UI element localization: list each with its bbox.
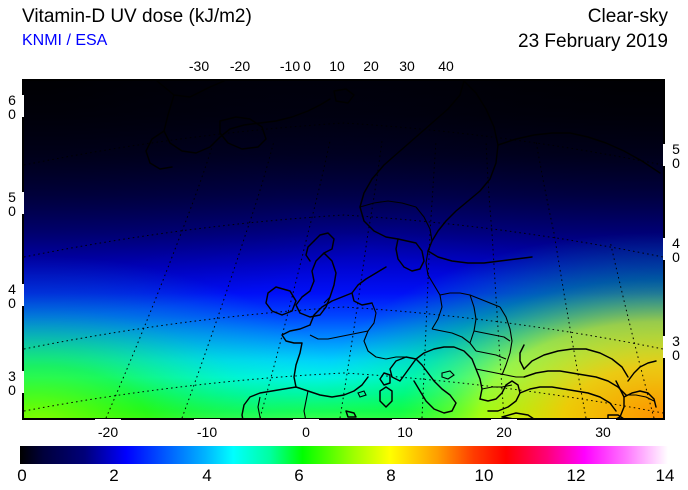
tick-left-3: [22, 284, 24, 306]
axis-label-bottom-3: 10: [397, 424, 413, 440]
colorbar-label-7: 14: [655, 466, 675, 485]
axis-label-right-2: 30: [668, 333, 684, 361]
tick-bottom-2: [194, 419, 220, 421]
tick-bottom-3: [293, 419, 319, 421]
tick-top-4: [296, 77, 322, 79]
colorbar-label-1: 2: [109, 466, 119, 485]
tick-right-3: [663, 336, 665, 358]
axis-label-left-2: 40: [4, 281, 20, 309]
tick-left-2: [22, 192, 24, 214]
axis-label-bottom-4: 20: [496, 424, 512, 440]
axis-label-top-1: -20: [229, 58, 251, 74]
axis-label-left-1: 50: [4, 189, 20, 217]
axis-label-top-0: -30: [188, 58, 210, 74]
map-date-label: 23 February 2019: [518, 31, 668, 52]
tick-top-1: [186, 77, 212, 79]
tick-bottom-5: [491, 419, 517, 421]
axis-label-right-1: 40: [668, 235, 684, 263]
sky-condition-label: Clear-sky: [587, 6, 668, 27]
tick-top-6: [358, 77, 384, 79]
tick-top-8: [433, 77, 459, 79]
credit-label: KNMI / ESA: [22, 32, 108, 49]
page-title: Vitamin-D UV dose (kJ/m2): [22, 6, 252, 27]
tick-left-1: [22, 95, 24, 117]
axis-label-left-3: 30: [4, 368, 20, 396]
tick-bottom-4: [392, 419, 418, 421]
axis-label-top-3: 0: [303, 58, 311, 74]
tick-top-3: [277, 77, 303, 79]
colorbar-label-3: 6: [294, 466, 304, 485]
axis-label-top-2: -10: [279, 58, 301, 74]
tick-right-1: [663, 144, 665, 166]
colorbar-label-5: 10: [474, 466, 494, 485]
colorbar-label-4: 8: [386, 466, 396, 485]
colorbar-label-2: 4: [202, 466, 212, 485]
uv-dose-field: [24, 81, 663, 418]
colorbar-label-0: 0: [17, 466, 27, 485]
tick-top-2: [227, 77, 253, 79]
axis-label-top-5: 20: [363, 58, 379, 74]
axis-label-bottom-1: -10: [196, 424, 218, 440]
uv-dose-colorbar: [20, 446, 668, 464]
tick-top-5: [324, 77, 350, 79]
tick-right-2: [663, 238, 665, 260]
axis-label-top-4: 10: [329, 58, 345, 74]
tick-bottom-6: [590, 419, 616, 421]
axis-label-top-7: 40: [438, 58, 454, 74]
tick-bottom-1: [95, 419, 121, 421]
axis-label-top-6: 30: [399, 58, 415, 74]
axis-label-left-0: 60: [4, 92, 20, 120]
axis-label-bottom-0: -20: [97, 424, 119, 440]
tick-left-4: [22, 371, 24, 393]
colorbar-label-6: 12: [566, 466, 586, 485]
axis-label-right-0: 50: [668, 141, 684, 169]
axis-label-bottom-2: 0: [302, 424, 310, 440]
tick-top-7: [394, 77, 420, 79]
uv-dose-map: [22, 79, 665, 420]
axis-label-bottom-5: 30: [595, 424, 611, 440]
